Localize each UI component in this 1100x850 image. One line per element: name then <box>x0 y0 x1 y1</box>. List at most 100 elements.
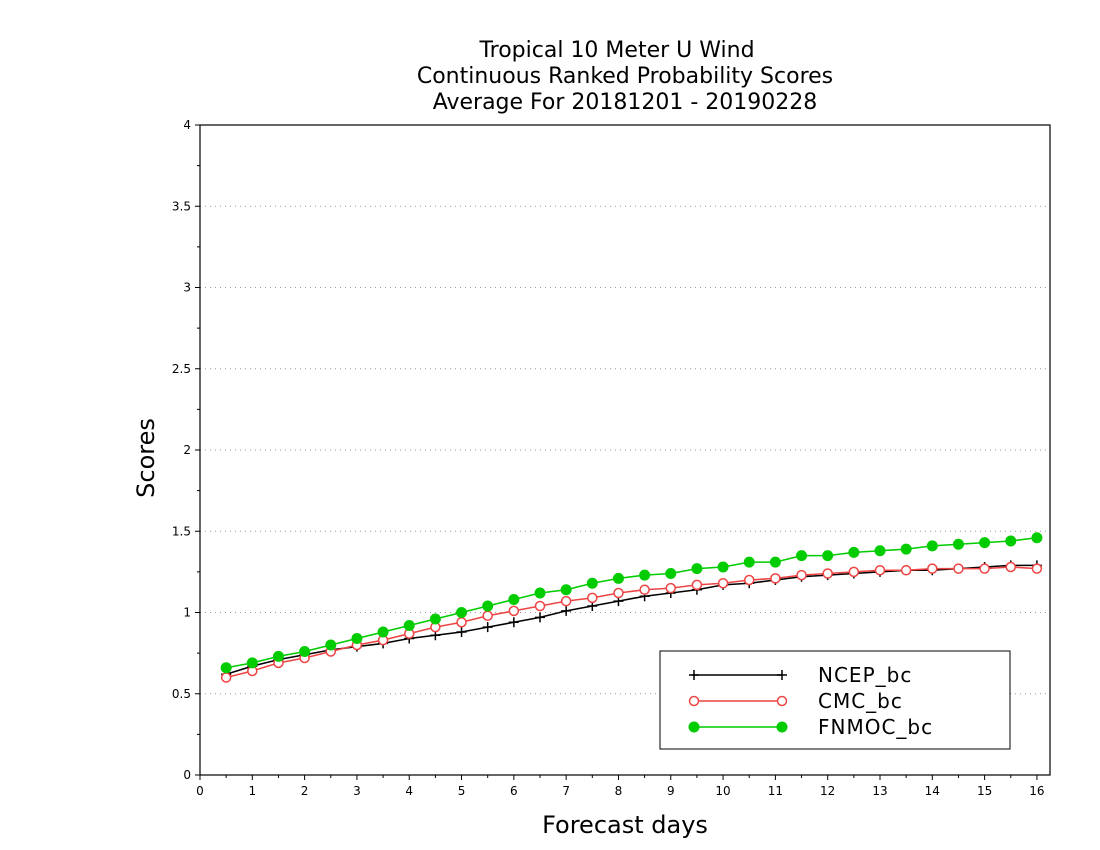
legend-label: CMC_bc <box>818 689 903 713</box>
legend-marker <box>776 695 788 707</box>
data-point <box>796 550 808 562</box>
data-point <box>220 662 232 674</box>
series-layer <box>220 532 1043 683</box>
data-point <box>561 605 572 616</box>
data-point <box>743 556 755 568</box>
data-point <box>874 565 886 576</box>
x-tick-label: 6 <box>510 784 518 798</box>
data-point <box>534 600 546 612</box>
data-point <box>534 587 546 599</box>
data-point <box>691 579 703 591</box>
legend-marker <box>689 670 699 680</box>
data-point <box>456 617 467 628</box>
data-point <box>535 612 545 623</box>
data-point <box>926 540 938 552</box>
data-point <box>848 566 860 578</box>
x-tick-label: 8 <box>615 784 623 798</box>
data-point <box>456 627 467 637</box>
y-tick-label: 1 <box>183 606 191 620</box>
data-point <box>822 550 834 562</box>
title-line-3: Average For 20181201 - 20190228 <box>433 90 818 115</box>
data-point <box>900 565 912 576</box>
series-CMC_bc <box>220 561 1043 683</box>
y-axis: 0 0.5 1 1.5 2 2.5 3 3.5 4 <box>172 118 200 782</box>
data-point <box>952 538 964 550</box>
data-point <box>717 578 729 589</box>
data-point <box>403 620 415 631</box>
series-FNMOC_bc <box>220 532 1043 674</box>
data-point <box>587 592 598 604</box>
data-point <box>613 587 624 599</box>
chart-title: Tropical 10 Meter U Wind Continuous Rank… <box>417 38 833 115</box>
x-tick-label: 14 <box>925 784 940 798</box>
data-point <box>848 546 860 558</box>
data-point <box>874 545 886 557</box>
y-tick-label: 2 <box>183 443 191 457</box>
data-point <box>377 626 389 638</box>
x-tick-label: 1 <box>248 784 256 798</box>
data-point <box>246 657 258 669</box>
x-tick-label: 2 <box>301 784 309 798</box>
x-tick-label: 7 <box>562 784 570 798</box>
data-point <box>325 639 337 651</box>
y-tick-label: 1.5 <box>172 524 191 538</box>
data-point <box>1005 561 1017 573</box>
data-point <box>560 584 572 596</box>
x-tick-label: 4 <box>405 784 413 798</box>
data-point <box>927 563 938 574</box>
data-point <box>822 568 833 579</box>
data-point <box>1031 532 1043 544</box>
data-point <box>770 573 781 584</box>
data-point <box>482 610 493 621</box>
data-point <box>743 574 755 586</box>
data-point <box>979 563 990 574</box>
data-point <box>1005 535 1017 547</box>
legend-marker <box>688 695 700 707</box>
x-tick-label: 16 <box>1029 784 1044 798</box>
data-point <box>639 584 650 595</box>
data-point <box>220 672 232 683</box>
legend-marker <box>688 721 700 733</box>
y-tick-label: 0 <box>183 768 191 782</box>
data-point <box>612 572 624 584</box>
data-point <box>508 617 519 628</box>
data-point <box>482 600 494 612</box>
x-tick-label: 12 <box>820 784 835 798</box>
x-tick-label: 0 <box>196 784 204 798</box>
x-tick-label: 10 <box>715 784 730 798</box>
data-point <box>429 613 441 625</box>
data-point <box>351 633 363 644</box>
data-point <box>717 561 729 573</box>
data-point <box>769 556 781 568</box>
data-point <box>456 607 468 618</box>
data-point <box>639 569 651 581</box>
data-point <box>900 543 912 555</box>
data-point <box>691 563 703 575</box>
x-tick-label: 9 <box>667 784 675 798</box>
data-point <box>953 563 964 574</box>
data-point <box>979 537 991 549</box>
y-tick-label: 0.5 <box>172 687 191 701</box>
legend-label: FNMOC_bc <box>818 715 933 739</box>
x-axis-label: Forecast days <box>542 811 708 839</box>
title-line-2: Continuous Ranked Probability Scores <box>417 64 833 89</box>
title-line-1: Tropical 10 Meter U Wind <box>478 38 754 63</box>
x-tick-label: 11 <box>768 784 783 798</box>
x-axis: 0 1 2 3 4 5 6 7 8 9 10 11 12 13 14 15 16 <box>196 775 1045 798</box>
data-point <box>1031 563 1043 574</box>
y-axis-label: Scores <box>132 418 160 498</box>
legend-marker <box>776 721 788 733</box>
legend-box <box>659 650 1011 750</box>
gridlines <box>200 205 1050 695</box>
data-point <box>665 568 677 579</box>
data-point <box>796 569 807 581</box>
x-tick-label: 3 <box>353 784 361 798</box>
legend-item: CMC_bc <box>688 689 903 713</box>
y-tick-label: 4 <box>183 118 191 132</box>
legend-item: NCEP_bc <box>689 663 912 687</box>
data-point <box>508 594 520 605</box>
legend-label: NCEP_bc <box>818 663 912 687</box>
y-tick-label: 2.5 <box>172 362 191 376</box>
